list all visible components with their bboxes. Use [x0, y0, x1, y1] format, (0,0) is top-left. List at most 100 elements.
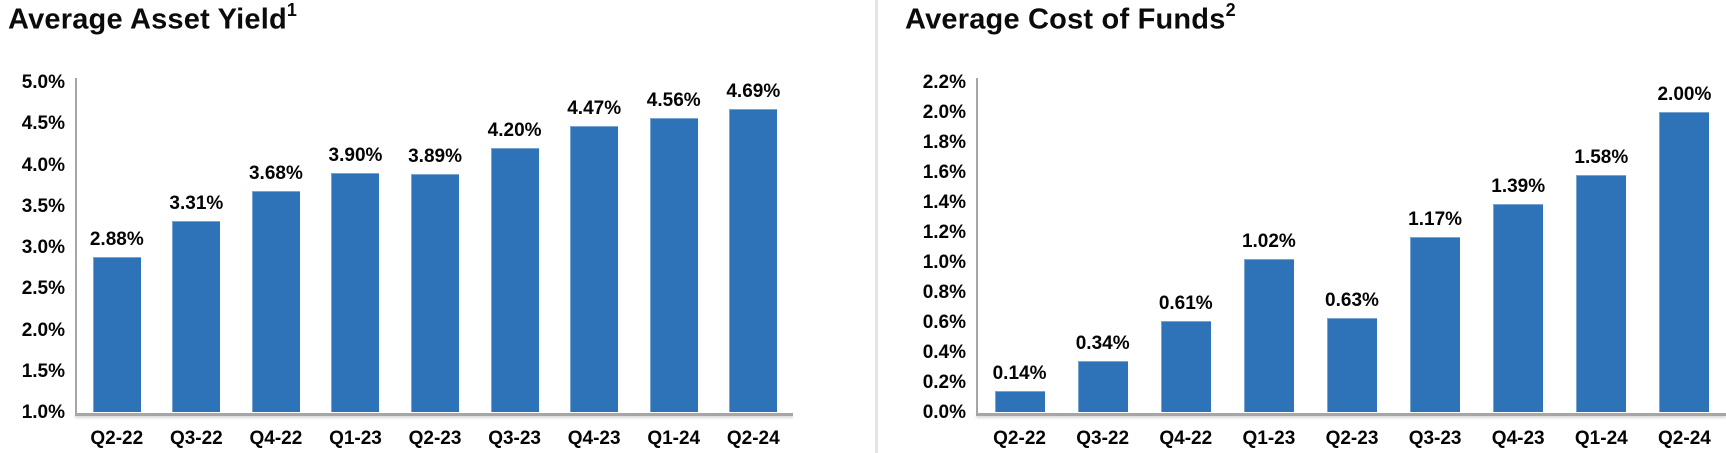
bar-value-label: 0.61% [1158, 293, 1213, 314]
bar-q2-24 [729, 109, 778, 412]
asset-yield-title-text: Average Asset Yield [8, 3, 287, 36]
bars-area: 0.14% 0.34% 0.61% 1.02% 0.63% 1.17% 1.39% 1.58%… [978, 82, 1726, 412]
cost-of-funds-footnote-marker: 2 [1225, 0, 1236, 20]
x-axis-tick-label: Q1-23 [1242, 428, 1296, 449]
y-axis-tick-label: 5.0% [21, 72, 65, 93]
bar-slot-q1-24: 1.58% [1560, 82, 1643, 412]
bar-slot-q1-24: 4.56% [634, 82, 714, 412]
bar-q3-22 [172, 221, 221, 412]
bar-value-label: 2.00% [1657, 84, 1712, 105]
bar-q4-22 [1160, 321, 1211, 412]
bar-slot-q2-22: 0.14% [978, 82, 1061, 412]
y-axis-tick-label: 1.0% [922, 252, 966, 273]
asset-yield-panel: Average Asset Yield1 5.0% 4.5% 4.0% 3.5% 3.0… [8, 0, 793, 449]
y-axis-tick-label: 1.5% [21, 360, 65, 382]
bar-value-label: 0.34% [1075, 333, 1130, 354]
y-axis-tick-label: 3.0% [21, 237, 65, 258]
y-axis-line [75, 78, 77, 415]
bar-slot-q2-24: 4.69% [714, 82, 794, 412]
bar-q1-23 [331, 173, 380, 412]
bar-q2-23 [411, 174, 460, 412]
bar-slot-q3-22: 3.31% [157, 82, 237, 412]
asset-yield-footnote-marker: 1 [286, 0, 298, 20]
y-axis-tick-label: 0.0% [922, 402, 966, 423]
y-axis-tick-label: 2.2% [922, 72, 966, 93]
bar-slot-q4-23: 1.39% [1477, 82, 1560, 412]
bar-value-label: 0.14% [992, 363, 1047, 384]
bar-value-label: 3.90% [328, 145, 383, 166]
x-axis-line [976, 413, 1726, 416]
x-axis-tick-label: Q2-23 [1325, 428, 1379, 449]
x-axis-tick-label: Q4-22 [1159, 428, 1213, 449]
bar-value-label: 4.47% [567, 98, 622, 119]
bar-slot-q2-24: 2.00% [1643, 82, 1726, 412]
bar-slot-q3-23: 1.17% [1394, 82, 1477, 412]
bar-value-label: 3.68% [248, 163, 303, 184]
bar-q3-23 [1410, 237, 1461, 412]
x-axis-labels: Q2-22 Q3-22 Q4-22 Q1-23 Q2-23 Q3-23 Q4-23 Q1-24… [978, 428, 1726, 450]
bar-slot-q3-22: 0.34% [1061, 82, 1144, 412]
x-axis-tick-label: Q2-24 [1658, 428, 1711, 449]
x-axis-tick-label: Q3-23 [488, 428, 541, 449]
bar-slot-q2-23: 3.89% [395, 82, 475, 412]
bar-slot-q1-23: 1.02% [1227, 82, 1310, 412]
bar-slot-q4-22: 0.61% [1144, 82, 1227, 412]
bar-q2-22 [92, 257, 141, 412]
y-axis-tick-label: 0.4% [922, 342, 966, 363]
x-axis-tick-label: Q1-24 [1574, 428, 1628, 449]
bar-slot-q1-23: 3.90% [316, 82, 396, 412]
bar-q2-22 [994, 391, 1045, 412]
y-axis-tick-label: 3.5% [21, 195, 65, 217]
bar-value-label: 4.56% [646, 90, 701, 111]
y-axis-tick-label: 2.5% [21, 278, 65, 300]
asset-yield-title: Average Asset Yield1 [8, 0, 298, 37]
bar-slot-q2-22: 2.88% [77, 82, 157, 412]
bar-q2-23 [1326, 318, 1377, 412]
bar-slot-q3-23: 4.20% [475, 82, 555, 412]
bar-q4-23 [570, 126, 619, 412]
bar-q4-22 [251, 191, 300, 412]
x-axis-tick-label: Q2-24 [726, 428, 780, 449]
bar-q3-23 [490, 148, 539, 412]
bar-q1-24 [1576, 175, 1627, 412]
y-axis-tick-label: 1.4% [922, 192, 966, 213]
bar-value-label: 1.39% [1491, 176, 1546, 197]
x-axis-tick-label: Q3-22 [169, 428, 223, 449]
bar-value-label: 3.31% [169, 193, 224, 214]
y-axis-tick-label: 1.6% [922, 162, 966, 183]
cost-of-funds-title-text: Average Cost of Funds [905, 3, 1226, 36]
bar-value-label: 1.58% [1574, 147, 1629, 168]
bar-slot-q4-22: 3.68% [236, 82, 316, 412]
x-axis-tick-label: Q3-22 [1076, 428, 1130, 449]
panel-divider [875, 0, 878, 453]
y-axis-tick-label: 0.2% [922, 372, 966, 393]
cost-of-funds-bar-chart: 2.2% 2.0% 1.8% 1.6% 1.4% 1.2% 1.0% 0.8% 0.6% 0.4%… [878, 0, 1726, 453]
bars-area: 2.88% 3.31% 3.68% 3.90% 3.89% 4.20% 4.47% 4.56%… [77, 82, 793, 412]
bar-value-label: 1.17% [1408, 209, 1463, 230]
x-axis-tick-label: Q1-23 [329, 428, 382, 449]
y-axis-tick-label: 2.0% [922, 102, 966, 123]
y-axis-tick-label: 0.6% [922, 312, 966, 333]
bar-slot-q2-23: 0.63% [1310, 82, 1393, 412]
x-axis-tick-label: Q2-23 [408, 428, 462, 449]
y-axis-tick-label: 4.0% [21, 154, 65, 176]
bar-q2-24 [1659, 112, 1710, 412]
bar-q1-24 [649, 118, 698, 412]
x-axis-line [75, 413, 793, 416]
x-axis-tick-label: Q4-23 [567, 428, 621, 449]
bar-value-label: 4.69% [726, 81, 781, 102]
x-axis-tick-label: Q4-22 [249, 428, 303, 449]
x-axis-tick-label: Q1-24 [647, 428, 701, 449]
x-axis-tick-label: Q4-23 [1491, 428, 1545, 449]
asset-yield-bar-chart: 5.0% 4.5% 4.0% 3.5% 3.0% 2.5% 2.0% 1.5% 1.0% 2.88… [21, 72, 793, 449]
bar-slot-q4-23: 4.47% [554, 82, 634, 412]
x-axis-tick-label: Q3-23 [1408, 428, 1462, 449]
y-axis-tick-label: 1.8% [922, 132, 966, 153]
bar-value-label: 4.20% [487, 120, 542, 141]
bar-q1-23 [1243, 259, 1294, 412]
bar-value-label: 2.88% [89, 229, 144, 250]
y-axis-tick-label: 4.5% [21, 113, 65, 135]
cost-of-funds-title: Average Cost of Funds2 [905, 0, 1236, 37]
y-axis-tick-label: 0.8% [922, 282, 966, 303]
